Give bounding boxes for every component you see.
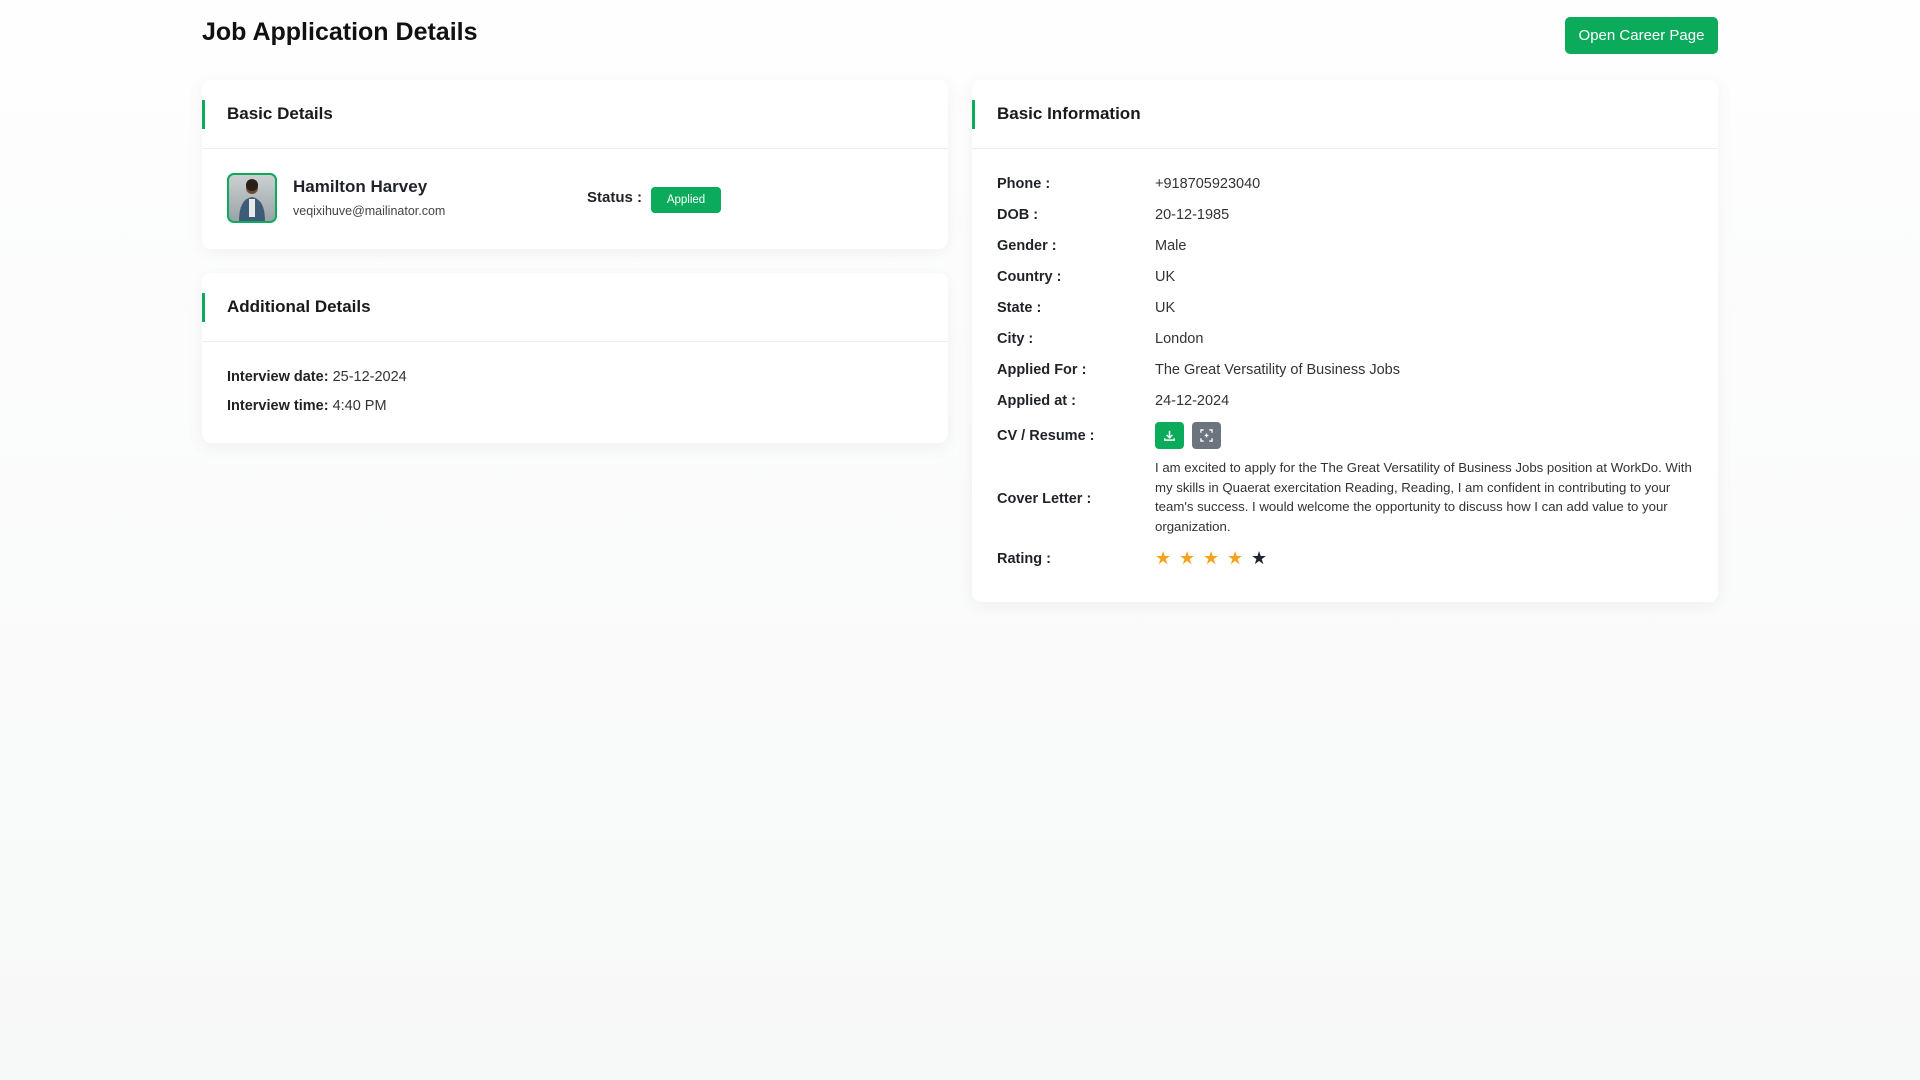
info-label: Gender : bbox=[997, 238, 1057, 254]
info-label: Country : bbox=[997, 269, 1062, 285]
basic-details-card: Basic Details Hamilton Harvey veqixihuve… bbox=[202, 80, 948, 249]
star-filled-icon: ★ bbox=[1203, 548, 1220, 568]
info-value: London bbox=[1155, 331, 1204, 347]
download-icon bbox=[1164, 430, 1175, 441]
info-value: UK bbox=[1155, 269, 1176, 285]
applicant-email: veqixihuve@mailinator.com bbox=[293, 204, 446, 218]
star-filled-icon: ★ bbox=[1227, 548, 1244, 568]
card-heading: Basic Information bbox=[972, 80, 1718, 149]
cover-letter-label: Cover Letter : bbox=[997, 491, 1092, 507]
info-label: Applied For : bbox=[997, 362, 1087, 378]
avatar bbox=[227, 173, 277, 223]
cv-label: CV / Resume : bbox=[997, 428, 1095, 444]
interview-date-value: 25-12-2024 bbox=[332, 369, 407, 385]
status-label: Status : bbox=[587, 189, 643, 206]
interview-date-label: Interview date: bbox=[227, 369, 329, 385]
cover-letter-text: I am excited to apply for the The Great … bbox=[1155, 460, 1692, 535]
page-title: Job Application Details bbox=[202, 18, 478, 46]
open-career-page-button[interactable]: Open Career Page bbox=[1565, 17, 1718, 54]
star-empty-icon: ★ bbox=[1251, 548, 1268, 568]
status-badge: Applied bbox=[651, 187, 721, 213]
info-label: State : bbox=[997, 300, 1042, 316]
info-value: UK bbox=[1155, 300, 1176, 316]
info-value: The Great Versatility of Business Jobs bbox=[1155, 362, 1400, 378]
download-cv-button[interactable] bbox=[1155, 422, 1184, 449]
card-heading: Additional Details bbox=[202, 273, 948, 342]
info-label: City : bbox=[997, 331, 1034, 347]
info-label: Phone : bbox=[997, 176, 1051, 192]
additional-details-card: Additional Details Interview date: 25-12… bbox=[202, 273, 948, 443]
star-filled-icon: ★ bbox=[1155, 548, 1172, 568]
info-value: 20-12-1985 bbox=[1155, 207, 1230, 223]
info-value: Male bbox=[1155, 238, 1187, 254]
preview-cv-button[interactable] bbox=[1192, 422, 1221, 449]
interview-time-label: Interview time: bbox=[227, 398, 329, 414]
interview-time-value: 4:40 PM bbox=[332, 398, 387, 414]
info-value: 24-12-2024 bbox=[1155, 393, 1230, 409]
info-label: DOB : bbox=[997, 207, 1039, 223]
basic-information-card: Basic Information Phone : +918705923040 DO… bbox=[972, 80, 1718, 602]
interview-date: Interview date: 25-12-2024 bbox=[227, 369, 407, 385]
info-label: Applied at : bbox=[997, 393, 1076, 409]
interview-time: Interview time: 4:40 PM bbox=[227, 398, 387, 414]
info-value: +918705923040 bbox=[1155, 176, 1261, 192]
preview-icon bbox=[1200, 429, 1213, 442]
card-heading: Basic Details bbox=[202, 80, 948, 149]
rating-label: Rating : bbox=[997, 551, 1051, 567]
applicant-name: Hamilton Harvey bbox=[293, 177, 428, 196]
star-filled-icon: ★ bbox=[1179, 548, 1196, 568]
